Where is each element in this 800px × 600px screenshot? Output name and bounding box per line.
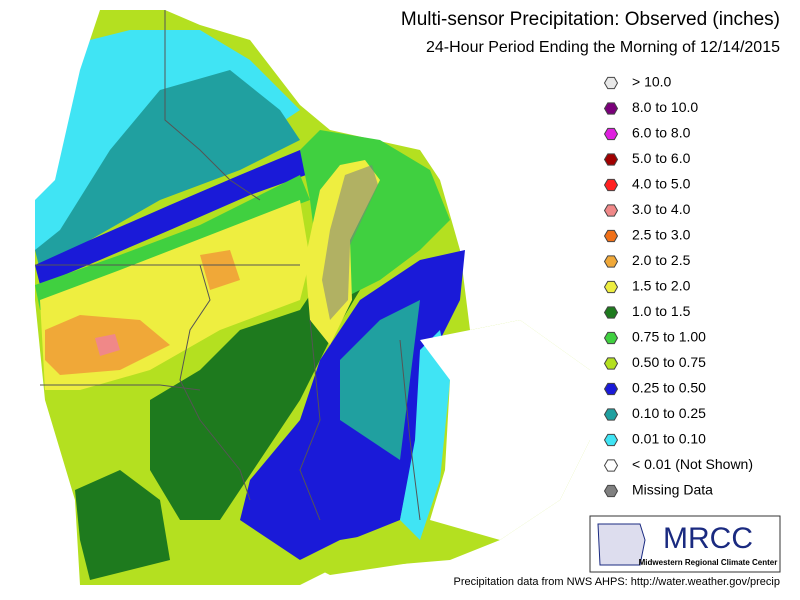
legend-swatch	[603, 255, 619, 268]
logo-name: MRCC	[663, 522, 753, 555]
zone-dark-green	[150, 280, 360, 520]
legend-swatch	[603, 229, 619, 243]
title: Multi-sensor Precipitation: Observed (in…	[401, 9, 780, 30]
zone-blue	[35, 150, 320, 285]
legend-swatch	[603, 306, 619, 319]
legend-swatch	[603, 102, 619, 115]
footer: Precipitation data from NWS AHPS: http:/…	[454, 576, 781, 588]
legend-swatch	[603, 382, 619, 396]
logo: MRCC Midwestern Regional Climate Center	[589, 515, 781, 573]
legend-label: 4.0 to 5.0	[632, 176, 691, 192]
logo-full-name: Midwestern Regional Climate Center	[639, 558, 778, 567]
legend-swatch	[603, 153, 619, 166]
legend-swatch	[603, 331, 619, 345]
state-borders	[164, 10, 261, 201]
logo-icon	[597, 523, 646, 566]
zone-none	[420, 320, 590, 540]
legend-swatch	[603, 204, 619, 217]
legend-swatch	[603, 280, 619, 294]
zone-cyan	[400, 330, 450, 540]
legend-label: 2.5 to 3.0	[632, 227, 691, 243]
legend-label: Missing Data	[632, 482, 713, 498]
state-borders	[399, 339, 421, 521]
legend-swatch	[603, 76, 619, 90]
legend-label: 0.01 to 0.10	[632, 431, 706, 447]
legend-label: < 0.01 (Not Shown)	[632, 456, 753, 472]
state-borders	[299, 319, 321, 521]
legend-label: > 10.0	[632, 74, 672, 90]
legend-label: 1.5 to 2.0	[632, 278, 691, 294]
legend-label: 8.0 to 10.0	[632, 99, 698, 115]
legend-swatch	[603, 484, 619, 498]
legend-label: 5.0 to 6.0	[632, 150, 691, 166]
legend-swatch	[603, 408, 619, 421]
zone-orange	[200, 250, 240, 290]
precip-map	[35, 10, 590, 585]
legend-label: 0.10 to 0.25	[632, 405, 706, 421]
lake-missing	[322, 165, 378, 320]
legend-swatch	[603, 127, 619, 141]
legend-label: 0.75 to 1.00	[632, 329, 706, 345]
legend-label: 1.0 to 1.5	[632, 303, 691, 319]
legend-label: 3.0 to 4.0	[632, 201, 691, 217]
zone-teal	[35, 70, 300, 270]
zone-light	[300, 530, 430, 575]
legend-swatch	[603, 178, 619, 192]
legend-label: 0.50 to 0.75	[632, 354, 706, 370]
legend-label: 0.25 to 0.50	[632, 380, 706, 396]
legend-label: 6.0 to 8.0	[632, 125, 691, 141]
zone-dark-green	[75, 470, 170, 580]
state-borders	[179, 264, 251, 501]
subtitle: 24-Hour Period Ending the Morning of 12/…	[426, 39, 780, 56]
zone-pink	[95, 334, 120, 356]
legend-swatch	[603, 459, 619, 472]
legend-swatch	[603, 357, 619, 370]
zone-none	[35, 10, 100, 200]
legend: > 10.0 8.0 to 10.0 6.0 to 8.0 5.0 to 6.0 4.0…	[603, 74, 753, 498]
legend-label: 2.0 to 2.5	[632, 252, 691, 268]
state-borders	[40, 384, 201, 391]
legend-swatch	[603, 433, 619, 447]
